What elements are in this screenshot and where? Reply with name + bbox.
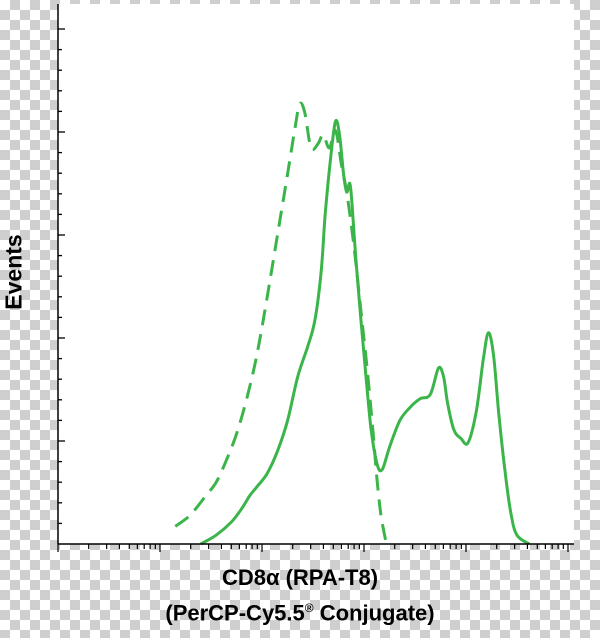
- x-axis-title-line1: CD8α (RPA-T8): [221, 565, 379, 590]
- plot-background: [58, 4, 574, 544]
- series-curves: [174, 101, 531, 546]
- x-axis-title: CD8α (RPA-T8) (PerCP-Cy5.5® Conjugate): [0, 563, 600, 628]
- y-axis-title: Events: [0, 234, 27, 310]
- registered-mark: ®: [304, 601, 314, 615]
- solid-series-line: [200, 119, 531, 546]
- x-axis-title-line2: (PerCP-Cy5.5® Conjugate): [0, 593, 600, 628]
- x-axis-title-line2-suffix: Conjugate): [313, 600, 435, 626]
- dashed-series-line: [174, 101, 388, 545]
- x-axis-title-line2-prefix: (PerCP-Cy5.5: [165, 600, 305, 626]
